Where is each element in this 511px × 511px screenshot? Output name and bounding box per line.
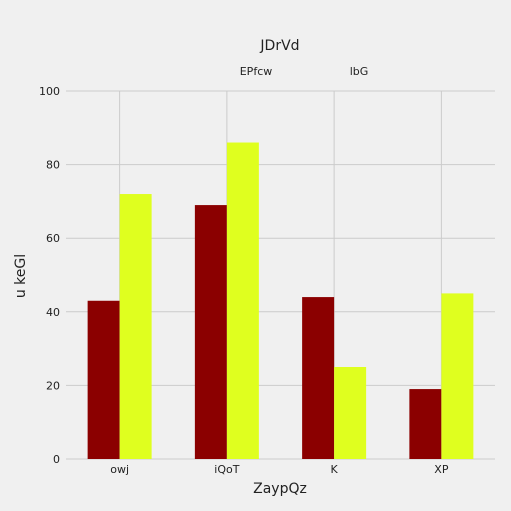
bar-1-owj <box>87 300 120 459</box>
x-tick-label: XP <box>434 463 449 476</box>
y-tick-label: 20 <box>46 379 60 392</box>
bar-1-XP <box>409 389 442 459</box>
bar-1-K <box>302 297 335 459</box>
y-axis-ticks: 0 20 40 60 80 100 <box>39 85 60 466</box>
bar-1-iQoT <box>194 205 227 459</box>
bar-2-iQoT <box>226 142 259 459</box>
y-tick-label: 100 <box>39 85 60 98</box>
y-tick-label: 40 <box>46 306 60 319</box>
y-axis-label: u keGl <box>13 254 29 298</box>
legend-item-2: lbG <box>350 65 369 78</box>
y-tick-label: 80 <box>46 159 60 172</box>
bar-2-owj <box>119 194 152 460</box>
y-tick-label: 0 <box>53 453 60 466</box>
x-axis-label: ZaypQz <box>253 481 307 497</box>
x-tick-label: iQoT <box>214 463 239 476</box>
x-tick-label: owj <box>110 463 129 476</box>
bars <box>87 142 474 460</box>
legend-item-1: EPfcw <box>240 65 273 78</box>
bar-2-K <box>334 367 367 459</box>
y-tick-label: 60 <box>46 232 60 245</box>
x-axis-ticks: owj iQoT K XP <box>110 463 449 476</box>
bar-2-XP <box>441 293 474 459</box>
chart-title: JDrVd <box>259 38 299 54</box>
x-tick-label: K <box>331 463 339 476</box>
